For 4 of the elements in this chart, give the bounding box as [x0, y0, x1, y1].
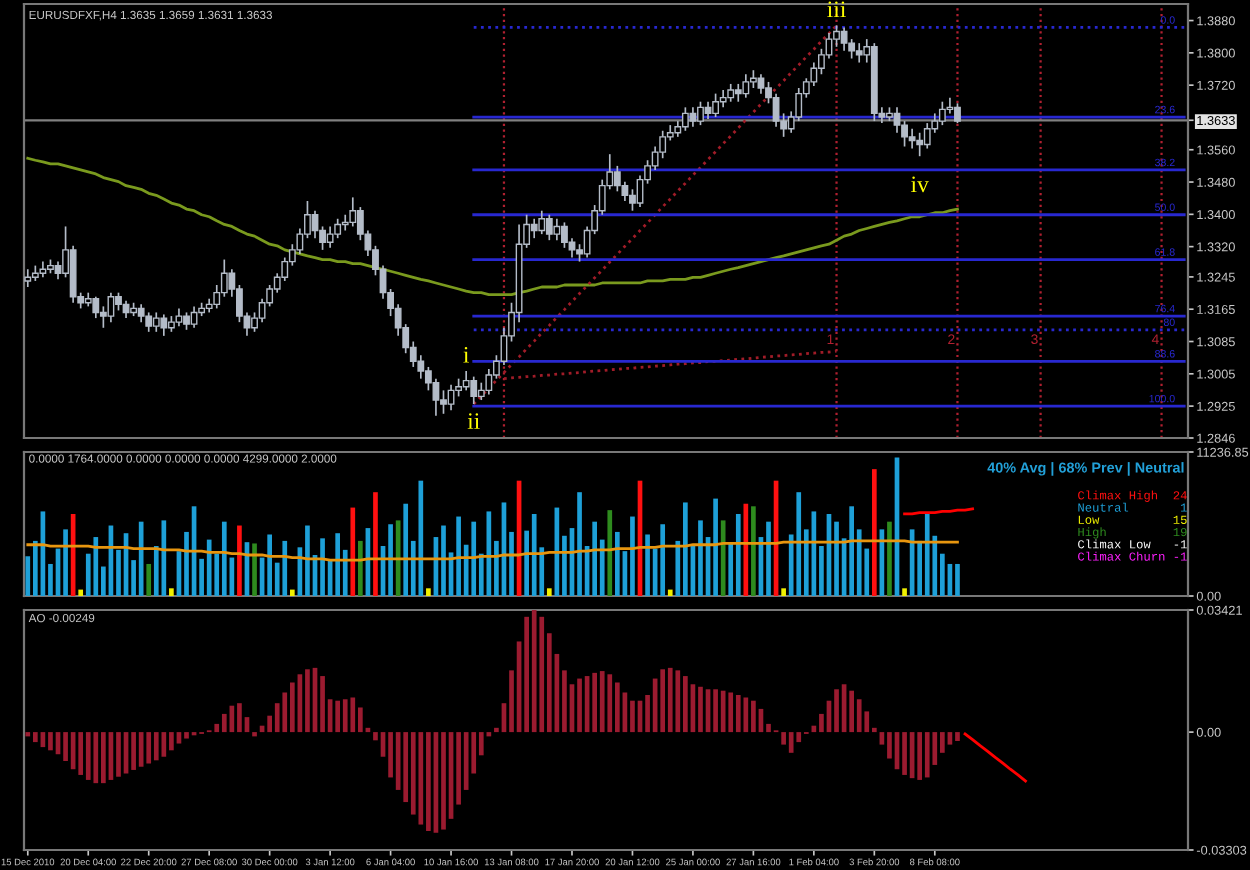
annotation: iii	[827, 1, 846, 18]
annotation: iv	[910, 176, 929, 193]
annotation: ii	[467, 413, 480, 429]
annotation: i	[463, 346, 469, 363]
